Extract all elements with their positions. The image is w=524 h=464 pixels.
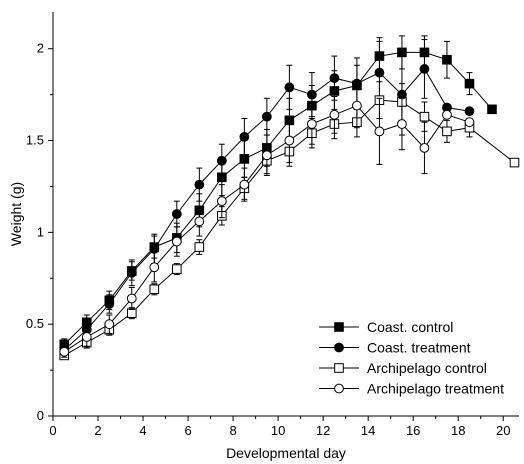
data-point bbox=[59, 346, 70, 357]
data-point bbox=[104, 299, 115, 309]
data-point bbox=[442, 109, 452, 120]
y-tick-label: 1.5 bbox=[26, 133, 44, 148]
data-point bbox=[374, 67, 385, 78]
data-point bbox=[81, 332, 92, 342]
data-point bbox=[171, 236, 182, 247]
x-tick-label: 4 bbox=[139, 423, 146, 438]
x-tick-label: 0 bbox=[49, 423, 56, 438]
data-point bbox=[104, 319, 115, 330]
data-point bbox=[284, 82, 295, 93]
x-tick-label: 10 bbox=[271, 423, 285, 438]
legend-marker bbox=[334, 322, 344, 332]
x-tick-label: 14 bbox=[361, 423, 375, 438]
data-point bbox=[442, 126, 452, 137]
y-tick-label: 1 bbox=[37, 224, 44, 239]
data-point bbox=[239, 179, 250, 190]
x-tick-label: 16 bbox=[406, 423, 420, 438]
legend-label: Coast. control bbox=[367, 319, 453, 335]
data-point bbox=[419, 64, 430, 74]
data-point bbox=[397, 119, 407, 129]
x-tick-label: 12 bbox=[316, 423, 330, 438]
data-point bbox=[261, 111, 272, 122]
data-point bbox=[126, 293, 137, 304]
data-point bbox=[329, 109, 340, 120]
data-point bbox=[194, 242, 205, 252]
y-tick-label: 2 bbox=[37, 41, 44, 56]
legend-marker bbox=[334, 342, 344, 353]
data-point bbox=[509, 157, 520, 168]
data-point bbox=[149, 284, 160, 295]
series-group bbox=[59, 39, 475, 356]
data-point bbox=[194, 216, 205, 227]
legend-marker bbox=[334, 383, 344, 394]
legend-label: Coast. treatment bbox=[367, 340, 471, 356]
data-point bbox=[419, 111, 430, 122]
data-point bbox=[487, 104, 497, 115]
x-axis-title: Developmental day bbox=[226, 445, 346, 461]
series-group bbox=[59, 83, 475, 358]
data-point bbox=[306, 119, 317, 129]
x-tick-label: 8 bbox=[229, 423, 236, 438]
data-point bbox=[126, 308, 137, 318]
x-tick-label: 18 bbox=[451, 423, 465, 438]
data-point bbox=[216, 155, 227, 166]
data-point bbox=[329, 73, 340, 84]
x-tick-label: 20 bbox=[496, 423, 510, 438]
data-point bbox=[464, 106, 475, 117]
data-point bbox=[419, 142, 430, 153]
data-point bbox=[149, 262, 160, 273]
data-point bbox=[172, 264, 182, 274]
data-point bbox=[284, 135, 295, 146]
legend: Coast. control Coast. treatment Archipelag… bbox=[319, 319, 504, 397]
data-point bbox=[239, 154, 250, 164]
series-group bbox=[59, 35, 497, 351]
data-point bbox=[126, 267, 137, 278]
data-point bbox=[149, 243, 160, 254]
data-point bbox=[194, 179, 205, 190]
data-point bbox=[374, 126, 385, 137]
data-point bbox=[442, 54, 452, 65]
y-tick-label: 0.5 bbox=[26, 316, 44, 331]
x-tick-label: 2 bbox=[94, 423, 101, 438]
data-point bbox=[464, 117, 475, 128]
x-tick-label: 6 bbox=[184, 423, 191, 438]
legend-marker bbox=[334, 363, 344, 373]
data-point bbox=[239, 131, 250, 142]
data-point bbox=[171, 209, 182, 219]
axes: 0 2 4 6 8 10 12 14 16 18 20 0 0.5 1 1.5 2 bbox=[26, 12, 519, 438]
legend-label: Archipelago treatment bbox=[367, 381, 504, 397]
data-point bbox=[464, 78, 475, 89]
legend-label: Archipelago control bbox=[367, 360, 487, 376]
y-tick-label: 0 bbox=[37, 408, 44, 423]
data-point bbox=[352, 100, 362, 111]
y-axis-title: Weight (g) bbox=[8, 182, 24, 246]
data-point bbox=[306, 89, 317, 100]
series-layer bbox=[59, 35, 520, 361]
data-point bbox=[216, 196, 227, 207]
data-point bbox=[261, 150, 272, 161]
